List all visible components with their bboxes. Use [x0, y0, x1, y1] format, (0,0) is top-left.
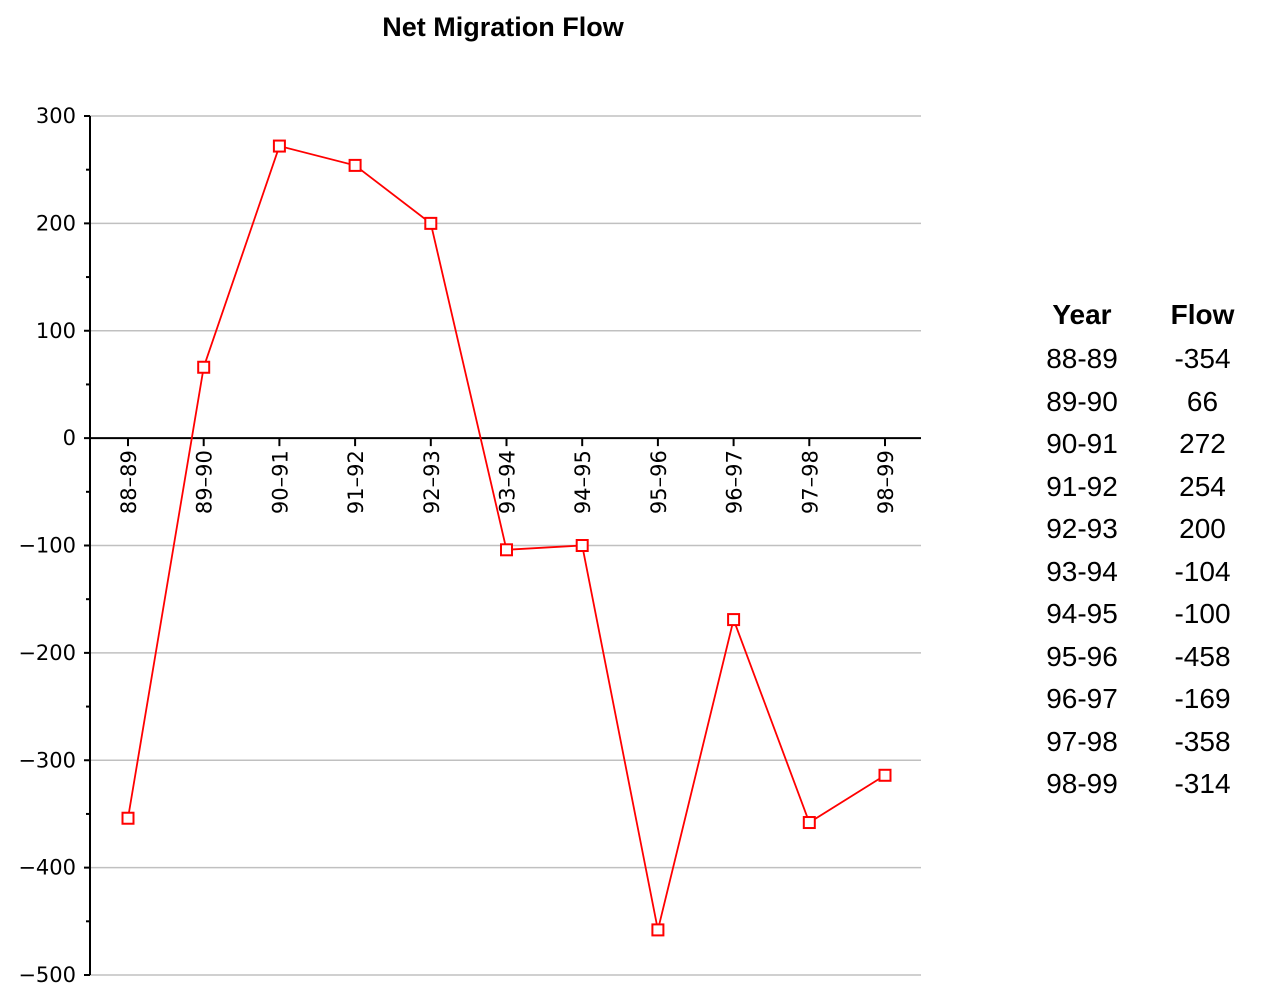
x-tick-label: 88–89: [117, 450, 141, 514]
data-point: [878, 768, 892, 782]
grid-lines: [90, 115, 921, 976]
x-tick-label: 91–92: [344, 450, 368, 514]
table-header-year: Year: [1052, 299, 1112, 330]
table-row: 91-92 254: [1030, 466, 1271, 509]
y-tick-label: −200: [18, 641, 76, 665]
table-row: 89-90 66: [1030, 381, 1271, 424]
y-tick-label: −100: [18, 534, 76, 558]
data-point: [121, 811, 135, 825]
table-cell-year: 89-90: [1046, 385, 1118, 417]
table-cell-year: 97-98: [1046, 725, 1118, 757]
series-layer: [121, 139, 892, 937]
table-cell-flow: -100: [1174, 598, 1231, 630]
data-point: [500, 543, 513, 557]
y-tick-label: 100: [36, 319, 76, 343]
table-cell-flow: -354: [1174, 343, 1231, 375]
table-cell-flow: -169: [1174, 683, 1231, 715]
table-cell-year: 92-93: [1046, 513, 1118, 545]
table-row: 97-98 -358: [1030, 721, 1271, 764]
x-tick-label: 94–95: [571, 450, 595, 514]
table-row: 98-99 -314: [1030, 763, 1271, 806]
data-point: [651, 923, 665, 937]
table-header-row: Year Flow: [1030, 292, 1271, 338]
x-tick-label: 98–99: [874, 450, 898, 514]
x-tick-label: 96–97: [723, 450, 747, 514]
table-cell-year: 96-97: [1046, 683, 1118, 715]
chart-title: Net Migration Flow: [382, 12, 624, 42]
data-point: [802, 816, 816, 830]
x-tick-label: 92–93: [420, 450, 444, 514]
table-cell-flow: -458: [1174, 640, 1231, 672]
table-row: 96-97 -169: [1030, 678, 1271, 721]
x-tick-label: 95–96: [647, 450, 671, 514]
table-row: 93-94 -104: [1030, 551, 1271, 594]
table-row: 95-96 -458: [1030, 636, 1271, 679]
table-cell-year: 98-99: [1046, 768, 1118, 800]
data-point: [575, 539, 589, 552]
data-point: [727, 613, 741, 627]
table-cell-year: 91-92: [1046, 470, 1118, 502]
data-table: Year Flow 88-89 -354 89-90 66 90-91 272 91-…: [1030, 292, 1271, 806]
table-cell-flow: -314: [1174, 768, 1231, 800]
line-chart: Net Migration Flow 300 200 100 0 −100 −200 −30…: [18, 12, 921, 987]
table-cell-flow: 200: [1179, 513, 1226, 545]
y-tick-label: 300: [36, 104, 76, 128]
table-cell-year: 90-91: [1046, 428, 1118, 460]
table-cell-flow: -358: [1174, 725, 1231, 757]
y-tick-label: 200: [36, 211, 76, 235]
table-cell-flow: 254: [1179, 470, 1226, 502]
table-row: 88-89 -354: [1030, 338, 1271, 381]
table-cell-flow: -104: [1174, 555, 1231, 587]
x-axis-ticks: 88–89 89–90 90–91 91–92 92–93 93–94 94–95 95–96…: [117, 438, 898, 514]
y-tick-label: −500: [18, 963, 76, 987]
data-point: [424, 216, 438, 230]
y-tick-label: −400: [18, 856, 76, 880]
data-point: [272, 139, 286, 153]
table-row: 94-95 -100: [1030, 593, 1271, 636]
data-point: [197, 360, 211, 374]
data-point: [348, 158, 362, 172]
x-tick-label: 90–91: [268, 450, 292, 514]
x-tick-label: 89–90: [193, 450, 217, 514]
table-row: 90-91 272: [1030, 423, 1271, 466]
table-header-flow: Flow: [1170, 299, 1235, 330]
table-cell-year: 93-94: [1046, 555, 1118, 587]
table-cell-flow: 66: [1186, 385, 1219, 417]
table-cell-year: 94-95: [1046, 598, 1118, 630]
table-cell-year: 88-89: [1046, 343, 1118, 375]
series-line: [127, 144, 886, 931]
table-cell-year: 95-96: [1046, 640, 1118, 672]
x-tick-label: 93–94: [496, 450, 520, 514]
x-tick-label: 97–98: [798, 450, 822, 514]
table-row: 92-93 200: [1030, 508, 1271, 551]
y-tick-label: 0: [63, 426, 76, 450]
y-axis-ticks: 300 200 100 0 −100 −200 −300 −400 −500: [18, 104, 90, 987]
table-cell-flow: 272: [1179, 428, 1226, 460]
y-tick-label: −300: [18, 748, 76, 772]
